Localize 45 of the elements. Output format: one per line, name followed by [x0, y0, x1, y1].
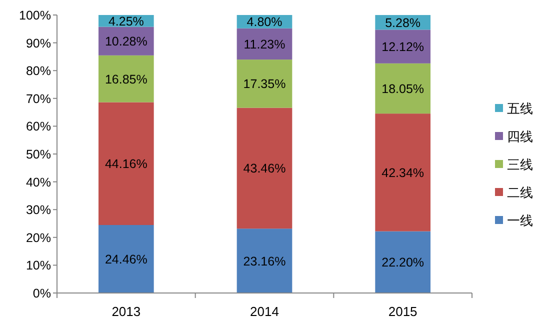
data-label: 43.46%	[243, 162, 286, 176]
y-tick-label: 20%	[26, 230, 51, 245]
data-label: 42.34%	[382, 166, 424, 180]
bar	[236, 228, 292, 293]
data-label: 4.25%	[108, 14, 144, 28]
data-label: 22.20%	[382, 256, 424, 270]
data-label: 18.05%	[382, 82, 424, 96]
data-label: 44.16%	[104, 157, 148, 172]
bar	[375, 114, 430, 232]
y-tick-label: 30%	[26, 203, 51, 218]
y-tick-label: 0%	[32, 286, 51, 300]
legend-label: 二线	[507, 185, 533, 200]
data-label: 16.85%	[104, 72, 148, 86]
y-tick-label: 90%	[26, 36, 51, 50]
bar	[375, 231, 430, 293]
x-tick-label: 2015	[388, 304, 418, 319]
y-tick-label: 40%	[26, 175, 51, 190]
y-tick-label: 100%	[19, 8, 51, 22]
data-label: 5.28%	[385, 16, 421, 30]
legend-label: 四线	[507, 129, 533, 144]
y-tick-label: 80%	[26, 64, 51, 78]
bar	[375, 63, 430, 114]
x-tick-label: 2014	[250, 304, 279, 319]
y-tick-label: 10%	[26, 258, 51, 273]
data-label: 17.35%	[243, 77, 286, 92]
data-label: 10.28%	[104, 34, 148, 49]
data-label: 23.16%	[243, 254, 286, 268]
data-label: 24.46%	[104, 252, 148, 266]
legend-label: 五线	[507, 101, 533, 116]
bar	[98, 225, 154, 293]
x-tick-label: 2013	[112, 304, 141, 319]
y-tick-label: 70%	[26, 92, 51, 106]
data-label: 12.12%	[382, 40, 424, 54]
data-label: 4.80%	[246, 15, 282, 30]
bar	[98, 102, 154, 225]
legend-label: 一线	[507, 213, 533, 228]
data-label: 11.23%	[244, 37, 286, 52]
bar	[375, 30, 430, 64]
bar	[236, 108, 292, 229]
legend-label: 三线	[507, 157, 533, 172]
bar	[98, 55, 154, 102]
y-tick-label: 50%	[26, 148, 51, 162]
bar	[236, 28, 292, 60]
bar	[236, 60, 292, 108]
y-tick-label: 60%	[26, 120, 51, 134]
